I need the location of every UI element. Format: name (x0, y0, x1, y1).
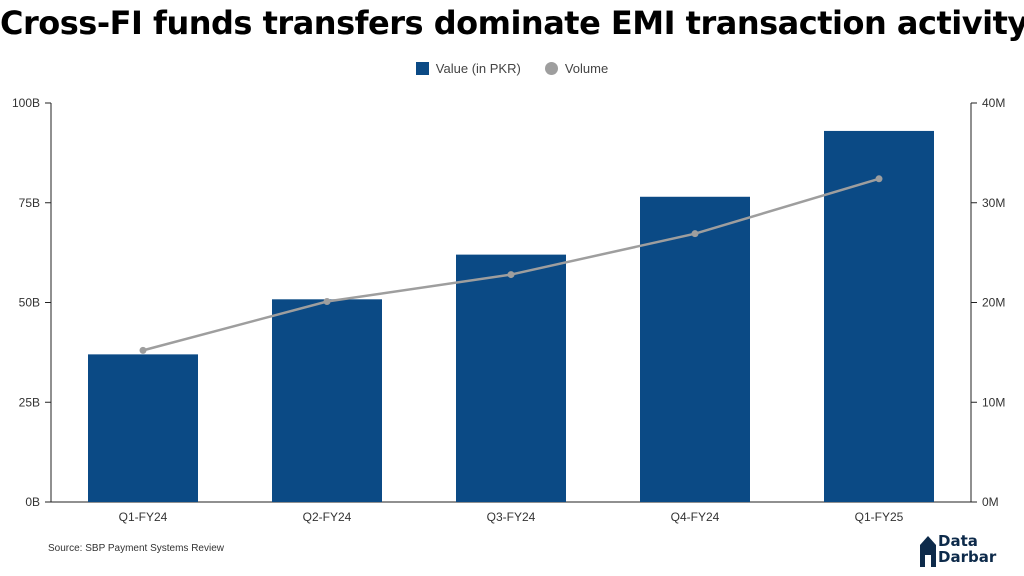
bar-value (640, 196, 750, 502)
logo: Data Darbar (918, 533, 998, 569)
bar-value (456, 254, 566, 502)
legend-label-volume: Volume (564, 61, 609, 76)
house-icon (920, 536, 936, 567)
y-left-tick-label: 75B (19, 196, 40, 210)
legend-swatch-value (415, 62, 429, 75)
y-left-tick-label: 25B (19, 395, 40, 409)
y-right-tick-label: 0M (982, 495, 999, 509)
bar-value (272, 299, 382, 502)
x-tick-label: Q1-FY25 (855, 510, 904, 524)
y-right-tick-label: 10M (982, 395, 1005, 409)
y-left-tick-label: 100B (12, 96, 40, 110)
volume-point (507, 271, 515, 279)
x-tick-label: Q1-FY24 (119, 510, 168, 524)
volume-point (875, 175, 883, 183)
legend-item-value[interactable]: Value (in PKR) (415, 61, 521, 76)
x-tick-label: Q4-FY24 (671, 510, 720, 524)
logo-line2: Darbar (938, 548, 997, 566)
y-left-tick-label: 50B (19, 296, 40, 310)
y-left-tick-label: 0B (25, 495, 40, 509)
y-right-tick-label: 40M (982, 96, 1005, 110)
legend-item-volume[interactable]: Volume (544, 61, 609, 76)
bar-value (824, 130, 934, 502)
logo-text: Data Darbar (938, 533, 996, 565)
volume-point (691, 230, 699, 238)
y-right-tick-label: 20M (982, 296, 1005, 310)
volume-point (139, 346, 147, 354)
legend: Value (in PKR) Volume (0, 61, 1024, 76)
legend-swatch-volume (544, 62, 558, 75)
source-note: Source: SBP Payment Systems Review (48, 543, 224, 554)
volume-point (323, 298, 331, 306)
x-tick-label: Q3-FY24 (487, 510, 536, 524)
bar-value (88, 354, 198, 502)
logo-line1: Data (938, 532, 978, 550)
x-tick-label: Q2-FY24 (303, 510, 352, 524)
y-right-tick-label: 30M (982, 196, 1005, 210)
legend-label-value: Value (in PKR) (435, 61, 521, 76)
chart-title: Cross-FI funds transfers dominate EMI tr… (0, 4, 1024, 42)
